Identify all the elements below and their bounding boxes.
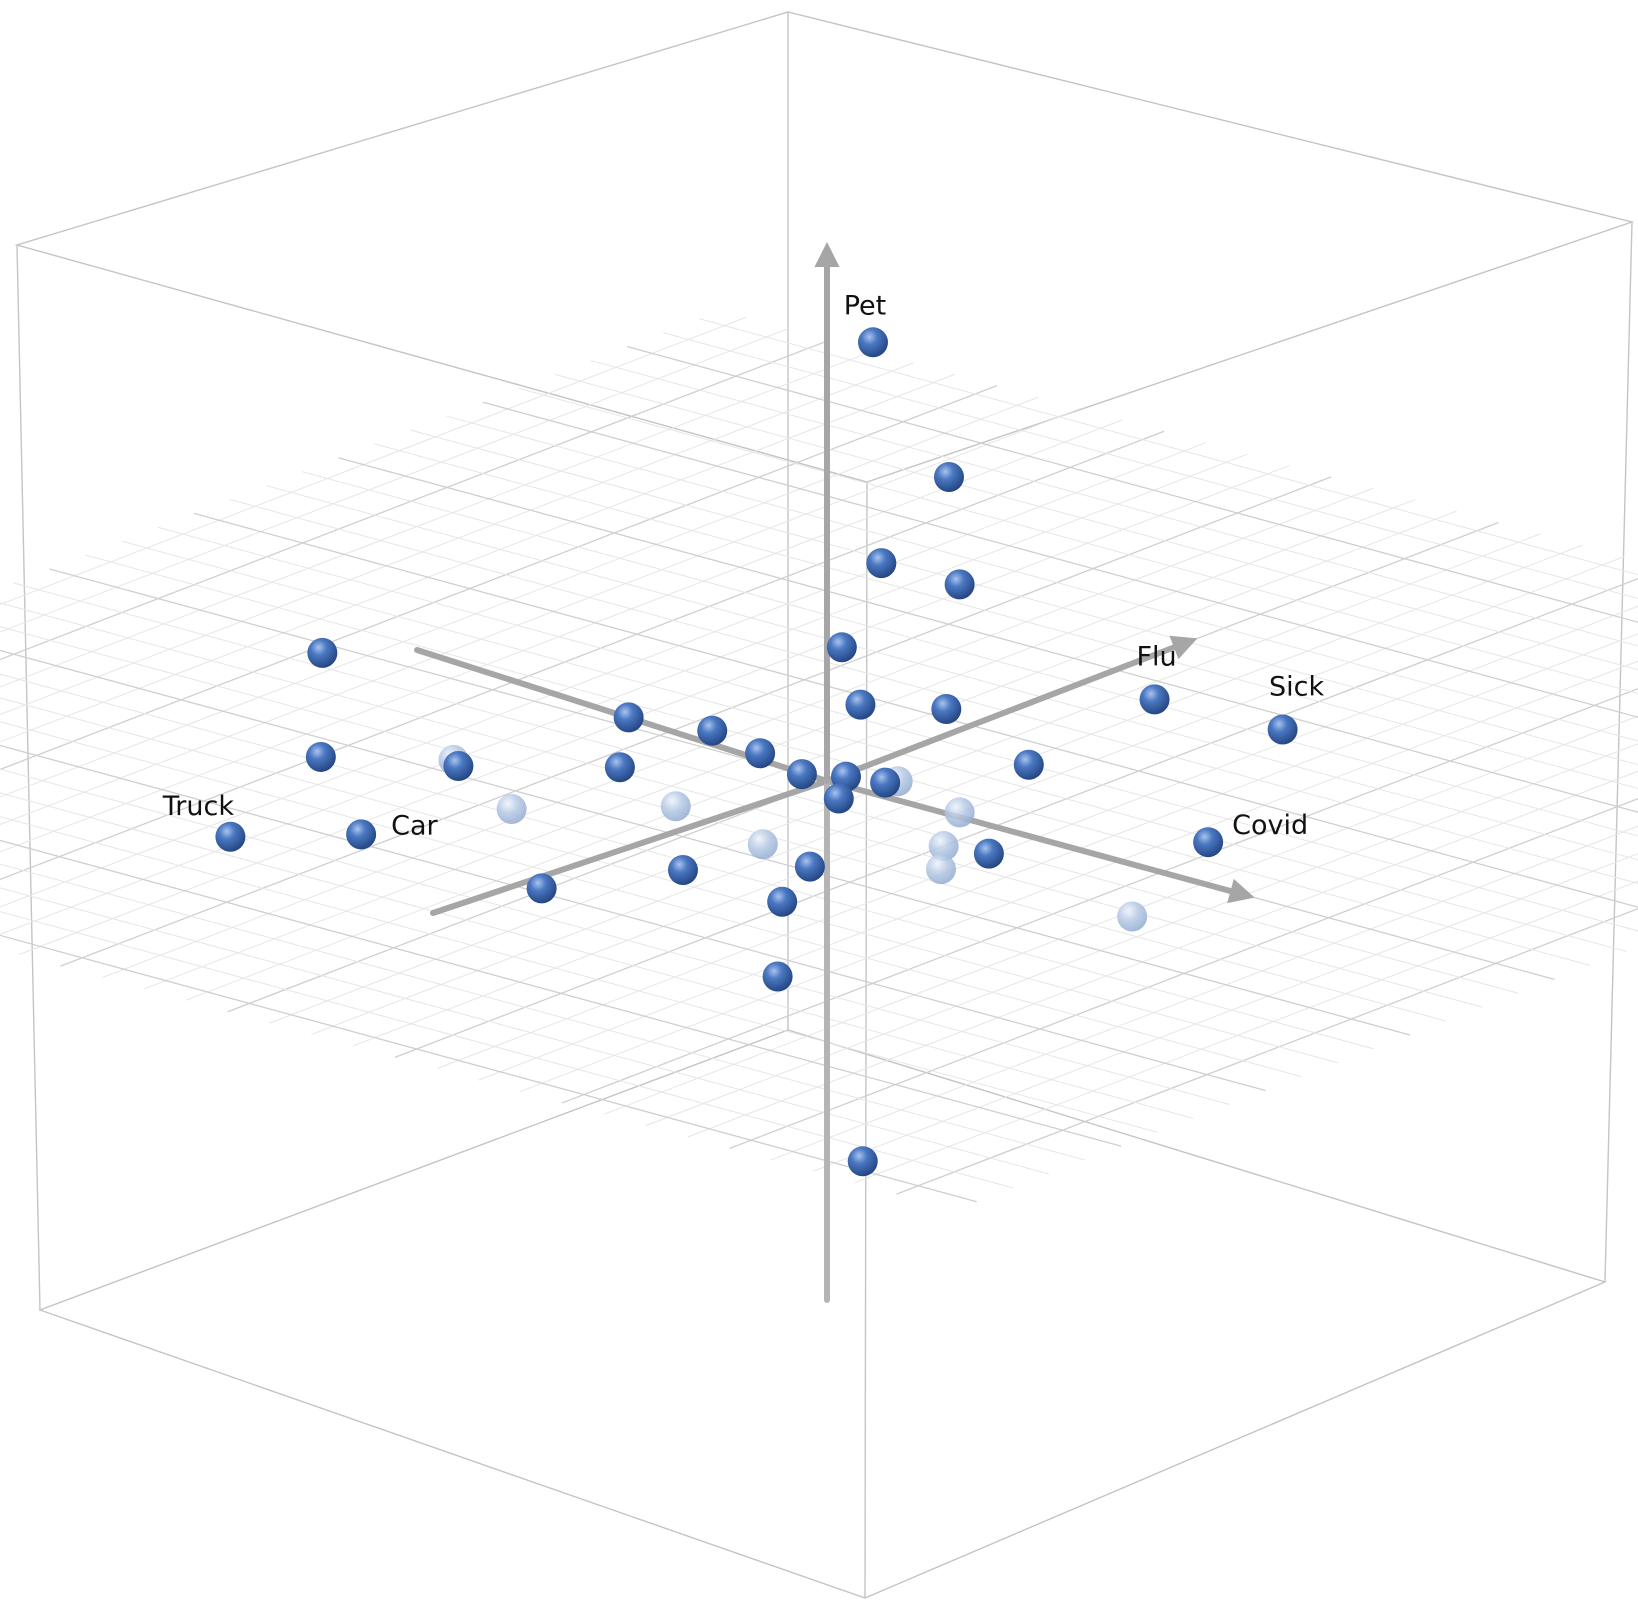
grid-line: [482, 401, 1638, 718]
data-point-faded: [928, 831, 959, 862]
data-point: [944, 569, 975, 600]
data-point-faded: [496, 793, 527, 824]
grid-line: [0, 816, 1158, 1133]
point-label-covid: Covid: [1232, 810, 1308, 841]
data-point-flu: [1139, 684, 1170, 715]
point-label-sick: Sick: [1269, 672, 1324, 703]
data-point: [762, 961, 793, 992]
grid-line: [85, 554, 1591, 966]
grid-line: [0, 649, 1411, 1036]
grid-plane: [0, 316, 1638, 1203]
grid-line: [663, 332, 1638, 600]
data-point-faded: [747, 829, 778, 860]
grid-line: [374, 443, 1638, 789]
grid-line: [394, 578, 1638, 1058]
grid-line: [0, 911, 1013, 1189]
data-point: [847, 1146, 878, 1177]
point-label-flu: Flu: [1136, 641, 1176, 672]
grid-line: [0, 744, 1266, 1092]
data-point: [931, 694, 962, 725]
data-point: [973, 838, 1004, 869]
box-edge-front: [864, 481, 868, 1599]
grid-line: [0, 602, 1483, 1008]
grid-line: [410, 429, 1638, 766]
data-point-truck: [215, 821, 246, 852]
grid-line: [0, 453, 1248, 935]
data-point-faded: [926, 854, 956, 885]
grid-line: [13, 582, 1519, 994]
data-point: [443, 750, 474, 781]
data-point: [1013, 749, 1044, 780]
grid-line: [0, 839, 1122, 1147]
data-point-faded: [944, 797, 975, 828]
box-edge-right: [1604, 221, 1633, 1283]
grid-line: [157, 526, 1638, 932]
grid-line: [338, 457, 1638, 813]
axes: [414, 241, 1255, 1303]
grid-line: [645, 743, 1638, 1127]
data-point: [697, 715, 728, 746]
data-point: [604, 752, 635, 783]
point-label-truck: Truck: [162, 791, 235, 822]
data-point: [667, 854, 698, 885]
grid-line: [590, 359, 1638, 647]
box-bottom-face: [37, 1029, 1608, 1599]
grid-line: [229, 498, 1638, 884]
data-point: [307, 637, 338, 668]
grid-line: [0, 697, 1338, 1064]
point-label-car: Car: [391, 810, 438, 841]
grid-line: [0, 887, 1050, 1175]
data-point: [823, 783, 854, 814]
data-point-covid: [1193, 827, 1224, 858]
data-point: [933, 462, 964, 493]
grid-line: [854, 880, 1638, 1184]
data-point: [745, 738, 776, 769]
data-point: [826, 632, 857, 663]
grid-line: [193, 512, 1638, 908]
grid-line: [0, 407, 1081, 826]
grid-line: [446, 415, 1638, 742]
grid-line: [302, 471, 1638, 837]
axis-front: [430, 778, 830, 916]
axis-y: [824, 635, 1198, 784]
data-point-faded: [660, 791, 691, 822]
data-point: [526, 873, 557, 904]
data-point: [786, 759, 817, 790]
grid-line: [265, 485, 1638, 861]
data-points: [215, 327, 1298, 1177]
data-point-faded: [1117, 901, 1148, 932]
point-label-pet: Pet: [844, 290, 887, 321]
data-point: [794, 851, 825, 882]
data-point: [767, 886, 798, 917]
grid-line: [0, 934, 977, 1203]
box-edge-left: [16, 244, 41, 1311]
grid-line: [699, 318, 1638, 576]
data-point: [870, 767, 901, 798]
grid-line: [518, 387, 1638, 695]
data-point-car: [346, 819, 377, 850]
grid-line: [0, 863, 1086, 1161]
data-point: [305, 741, 336, 772]
data-point: [845, 689, 876, 720]
grid-line: [626, 345, 1638, 623]
point-labels: Pet Flu Sick Covid Truck Car: [162, 290, 1325, 841]
data-point-pet: [857, 327, 888, 358]
axis-x: [824, 778, 1255, 904]
data-point: [613, 702, 644, 733]
grid-line: [121, 540, 1627, 953]
grid-line: [0, 673, 1374, 1050]
data-point: [866, 548, 897, 579]
grid-line: [554, 373, 1638, 671]
grid-line: [0, 626, 1447, 1022]
grid-line: [812, 853, 1638, 1172]
data-point-sick: [1267, 714, 1298, 745]
